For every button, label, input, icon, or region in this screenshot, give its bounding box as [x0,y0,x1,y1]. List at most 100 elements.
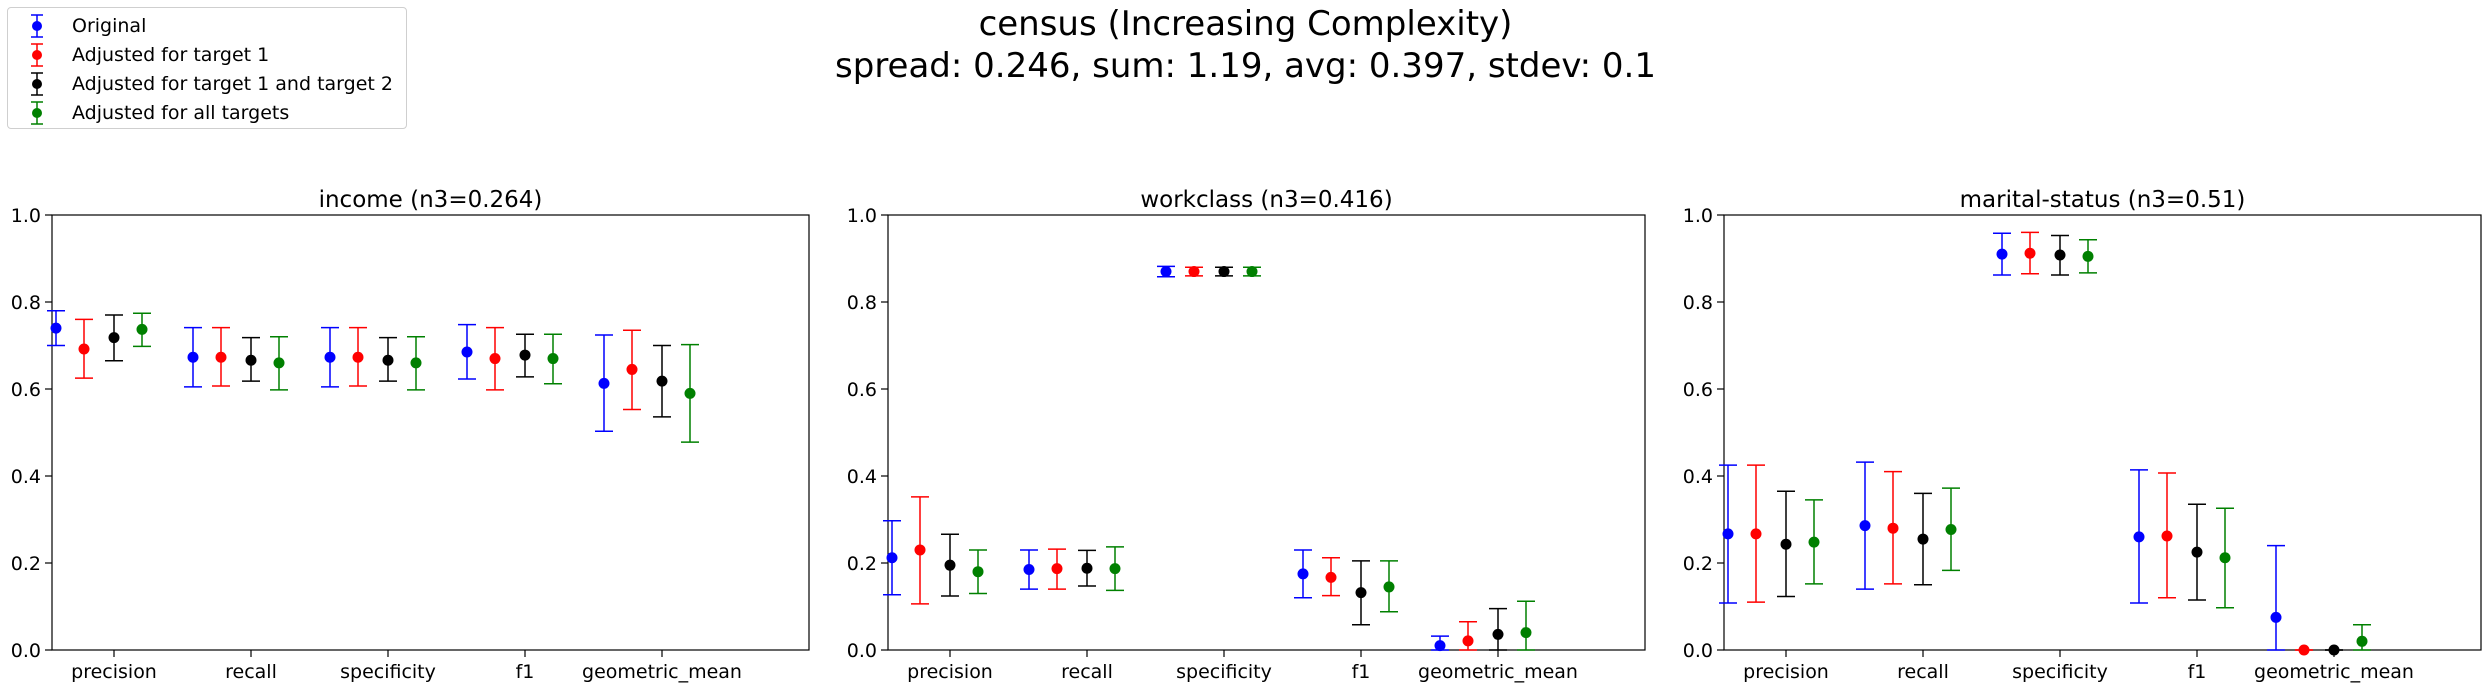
point-adjusted-for-target-1-f1 [1325,571,1337,583]
point-original-recall [187,351,199,363]
point-adjusted-for-all-targets-geometric-mean [1520,627,1532,639]
y-tick-label: 0.0 [847,640,877,662]
x-tick-label-specificity: specificity [1176,661,1272,683]
x-tick-label-specificity: specificity [340,661,436,683]
point-adjusted-for-target-1-and-target-2-f1 [519,349,531,361]
legend-label-target-1-and-2: Adjusted for target 1 and target 2 [72,73,393,95]
point-adjusted-for-target-1-and-target-2-precision [108,332,120,344]
point-adjusted-for-target-1-and-target-2-precision [1780,538,1792,550]
y-tick-label: 0.4 [1683,466,1713,488]
legend: Original Adjusted for target 1 Adjusted … [7,7,407,129]
y-tick-label: 0.0 [11,640,41,662]
point-original-precision [50,322,62,334]
x-tick-label-recall: recall [1061,661,1113,683]
point-original-geometric-mean [598,377,610,389]
point-original-geometric-mean [2270,611,2282,623]
legend-label-all-targets: Adjusted for all targets [72,102,290,124]
point-original-precision [1722,528,1734,540]
legend-label-target-1: Adjusted for target 1 [72,44,270,66]
point-adjusted-for-all-targets-precision [136,323,148,335]
point-adjusted-for-target-1-precision [1750,528,1762,540]
point-adjusted-for-all-targets-specificity [410,357,422,369]
point-adjusted-for-all-targets-specificity [1246,266,1258,278]
point-adjusted-for-target-1-recall [1887,522,1899,534]
legend-marker-target-1-and-2 [31,72,43,96]
point-adjusted-for-all-targets-precision [1808,536,1820,548]
x-tick-label-f1: f1 [1352,661,1371,683]
point-adjusted-for-target-1-specificity [2024,247,2036,259]
plot-area-frame [1723,214,2482,651]
point-adjusted-for-target-1-and-target-2-specificity [1218,266,1230,278]
point-original-geometric-mean [1434,640,1446,652]
y-tick-label: 0.2 [847,553,877,575]
legend-marker-original [31,14,43,38]
errorbar-adjusted-for-all-targets-geometric-mean [1517,600,1535,651]
point-adjusted-for-target-1-and-target-2-geometric-mean [2328,644,2340,656]
y-tick-label: 0.4 [847,466,877,488]
point-original-f1 [1297,568,1309,580]
point-adjusted-for-target-1-and-target-2-specificity [2054,249,2066,261]
y-tick-label: 0.8 [11,292,41,314]
figure-title-line-2: spread: 0.246, sum: 1.19, avg: 0.397, st… [835,46,1656,86]
chart-panel-workclass: workclass (n3=0.416) 0.0 0.2 0.4 0.6 0.8 1.0 pr… [847,187,1646,683]
y-tick-label: 0.8 [847,292,877,314]
x-tick-label-specificity: specificity [2012,661,2108,683]
y-tick-label: 1.0 [847,205,877,227]
point-adjusted-for-target-1-precision [914,544,926,556]
point-adjusted-for-target-1-geometric-mean [626,363,638,375]
y-tick-label: 0.2 [11,553,41,575]
point-adjusted-for-all-targets-f1 [1383,581,1395,593]
chart-panel-marital-status: marital-status (n3=0.51) 0.0 0.2 0.4 0.6 0.8 1… [1683,187,2482,683]
point-adjusted-for-target-1-recall [1051,563,1063,575]
point-adjusted-for-target-1-f1 [2161,530,2173,542]
y-tick-label: 1.0 [1683,205,1713,227]
x-tick-label-f1: f1 [2188,661,2207,683]
point-adjusted-for-all-targets-specificity [2082,250,2094,262]
point-adjusted-for-target-1-and-target-2-recall [1081,562,1093,574]
point-original-specificity [324,351,336,363]
point-adjusted-for-target-1-f1 [489,353,501,365]
point-adjusted-for-target-1-and-target-2-geometric-mean [656,375,668,387]
x-tick-label-f1: f1 [516,661,535,683]
x-tick-label-precision: precision [71,661,157,683]
point-adjusted-for-target-1-specificity [1188,266,1200,278]
legend-marker-all-targets [31,101,43,125]
point-adjusted-for-target-1-and-target-2-recall [245,354,257,366]
x-tick-label-geometric-mean: geometric_mean [2254,661,2414,683]
point-adjusted-for-all-targets-f1 [547,353,559,365]
errorbar-original-geometric-mean [2267,544,2285,651]
point-adjusted-for-all-targets-recall [1945,524,1957,536]
point-adjusted-for-all-targets-geometric-mean [684,387,696,399]
y-tick-label: 1.0 [11,205,41,227]
point-adjusted-for-target-1-recall [215,351,227,363]
figure-title: census (Increasing Complexity) spread: 0… [0,4,2491,86]
figure-title-line-1: census (Increasing Complexity) [978,4,1513,44]
point-adjusted-for-all-targets-geometric-mean [2356,635,2368,647]
point-original-specificity [1160,266,1172,278]
legend-label-original: Original [72,15,147,37]
point-adjusted-for-target-1-specificity [352,351,364,363]
y-tick-label: 0.4 [11,466,41,488]
point-adjusted-for-target-1-and-target-2-f1 [1355,587,1367,599]
y-tick-label: 0.6 [847,379,877,401]
point-adjusted-for-all-targets-recall [1109,563,1121,575]
panel-title: marital-status (n3=0.51) [1960,187,2246,213]
point-original-f1 [2133,531,2145,543]
point-adjusted-for-target-1-and-target-2-precision [944,559,956,571]
point-adjusted-for-all-targets-precision [972,566,984,578]
point-adjusted-for-target-1-and-target-2-geometric-mean [1492,628,1504,640]
point-adjusted-for-target-1-geometric-mean [1462,635,1474,647]
point-original-f1 [461,346,473,358]
y-tick-label: 0.0 [1683,640,1713,662]
point-adjusted-for-all-targets-recall [273,357,285,369]
x-tick-label-recall: recall [225,661,277,683]
y-tick-label: 0.2 [1683,553,1713,575]
point-adjusted-for-target-1-and-target-2-f1 [2191,546,2203,558]
point-original-recall [1859,520,1871,532]
x-tick-label-geometric-mean: geometric_mean [1418,661,1578,683]
plot-area-frame [51,214,810,651]
point-adjusted-for-target-1-precision [78,343,90,355]
point-adjusted-for-target-1-and-target-2-recall [1917,533,1929,545]
x-tick-label-recall: recall [1897,661,1949,683]
y-tick-label: 0.6 [1683,379,1713,401]
